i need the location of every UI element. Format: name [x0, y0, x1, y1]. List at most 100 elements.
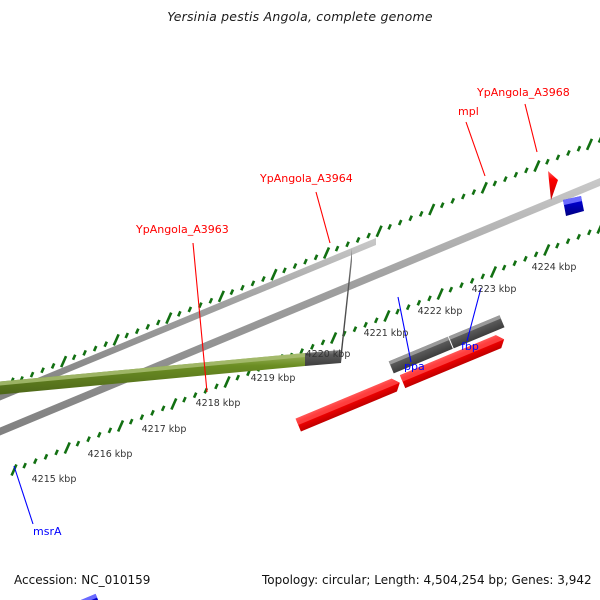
leader-lines: [13, 103, 538, 525]
ruler-minor-tick: [71, 354, 77, 361]
ruler-minor-tick: [261, 276, 266, 283]
ruler-major-tick: [165, 312, 173, 325]
gene-red-small-arrow[interactable]: [548, 171, 558, 200]
gene-label-a3964[interactable]: YpAngola_A3964: [259, 172, 353, 185]
ruler-minor-tick: [134, 328, 140, 335]
ruler-minor-tick: [545, 158, 550, 165]
ruler-major-tick: [489, 265, 498, 279]
feature-gray-segment[interactable]: [305, 350, 341, 366]
ruler-minor-tick: [523, 255, 528, 262]
ruler-minor-tick: [150, 409, 155, 416]
ruler-minor-tick: [310, 343, 315, 350]
ruler-minor-tick: [373, 317, 379, 324]
ruler-minor-tick: [29, 371, 35, 378]
leader-mpl: [465, 121, 486, 177]
gene-label-a3968[interactable]: YpAngola_A3968: [476, 86, 570, 99]
ruler-minor-tick: [355, 236, 361, 243]
leader-a3964: [315, 191, 331, 244]
feature-olive-top: [0, 353, 305, 386]
ruler-tick-label: 4216 kbp: [88, 449, 133, 460]
gene-label-mpl[interactable]: mpl: [458, 105, 479, 118]
gene-blue-msra-top: [67, 593, 98, 600]
ruler-minor-tick: [292, 262, 298, 270]
ruler-major-tick: [543, 243, 551, 257]
ruler-minor-tick: [480, 273, 486, 280]
ruler-minor-tick: [587, 229, 592, 236]
ruler-major-tick: [170, 397, 178, 411]
gene-gray-a3963-ext[interactable]: [388, 336, 453, 374]
ruler-major-tick: [112, 333, 120, 346]
ruler-major-tick: [60, 355, 68, 368]
ruler-minor-tick: [471, 189, 477, 196]
ruler-minor-tick: [303, 258, 308, 265]
ruler-minor-tick: [352, 326, 358, 333]
product-label-fbp[interactable]: fbp: [461, 340, 479, 353]
ruler-minor-tick: [187, 306, 193, 313]
gene-gray-a3964[interactable]: [448, 315, 505, 349]
ruler-major-tick: [330, 331, 338, 345]
ruler-major-tick: [596, 224, 600, 235]
ruler-major-tick: [383, 309, 391, 323]
leader-msra: [13, 465, 34, 525]
ruler-major-tick: [63, 441, 71, 455]
gene-label-a3963[interactable]: YpAngola_A3963: [135, 223, 229, 236]
ruler-major-tick: [217, 290, 225, 303]
product-label-msra[interactable]: msrA: [33, 525, 62, 538]
ruler-major-tick: [480, 181, 488, 194]
ruler-minor-tick: [334, 245, 340, 252]
ruler-label-layer: 4215 kbp 4216 kbp 4217 kbp 4218 kbp 4219 kbp…: [32, 262, 577, 485]
gene-group-msra[interactable]: [64, 592, 113, 600]
ruler-major-tick: [436, 287, 444, 301]
gene-label-layer: YpAngola_A3963 YpAngola_A3964 mpl YpAngola_…: [33, 86, 570, 538]
ruler-minor-tick: [75, 440, 81, 447]
genome-summary-text: Topology: circular; Length: 4,504,254 bp…: [262, 573, 592, 587]
leader-ppa: [397, 296, 412, 363]
ruler-tick-label: 4218 kbp: [196, 398, 241, 409]
ruler-minor-tick: [566, 150, 571, 157]
ruler-tick-label: 4221 kbp: [364, 328, 409, 339]
ruler-minor-tick: [459, 282, 464, 289]
ruler-minor-tick: [124, 332, 130, 339]
ruler-minor-tick: [320, 339, 326, 346]
leader-a3963: [192, 242, 208, 393]
ruler-minor-tick: [282, 267, 287, 274]
ruler-tick-label: 4219 kbp: [251, 373, 296, 384]
gene-red-a3963-top: [295, 378, 400, 426]
ruler-minor-tick: [533, 251, 539, 258]
ruler-minor-tick: [299, 348, 304, 355]
ruler-major-tick: [116, 419, 125, 433]
product-label-ppa[interactable]: ppa: [404, 360, 425, 373]
leader-fbp: [466, 287, 482, 342]
feature-bar-a3963-a3964[interactable]: [0, 248, 352, 395]
ruler-minor-tick: [503, 176, 508, 183]
leader-a3968: [524, 103, 538, 153]
ruler-minor-tick: [50, 362, 56, 369]
ruler-minor-tick: [387, 223, 392, 230]
ruler-minor-tick: [160, 405, 166, 412]
ruler-minor-tick: [427, 295, 432, 302]
ruler-minor-tick: [182, 396, 187, 403]
ruler-minor-tick: [405, 304, 411, 311]
gene-blue-small-box[interactable]: [563, 196, 584, 216]
ruler-minor-tick: [439, 202, 445, 209]
ruler-minor-tick: [40, 367, 45, 374]
feature-gray-segment-2[interactable]: [341, 248, 352, 363]
ruler-major-tick: [585, 138, 594, 151]
ruler-minor-tick: [198, 302, 203, 309]
gene-red-group-left[interactable]: [295, 333, 507, 432]
ruler-minor-tick: [128, 418, 134, 425]
ruler-minor-tick: [395, 308, 400, 315]
ruler-minor-tick: [240, 284, 245, 291]
ruler-minor-tick: [155, 319, 161, 326]
ruler-minor-tick: [192, 392, 198, 399]
ruler-minor-tick: [139, 414, 145, 421]
ruler-minor-tick: [145, 323, 151, 330]
ruler-minor-tick: [235, 374, 241, 381]
ruler-major-tick: [428, 203, 436, 216]
ruler-minor-tick: [54, 449, 59, 456]
ruler-minor-tick: [469, 277, 475, 284]
ruler-minor-tick: [555, 242, 560, 249]
ruler-minor-tick: [246, 370, 251, 377]
